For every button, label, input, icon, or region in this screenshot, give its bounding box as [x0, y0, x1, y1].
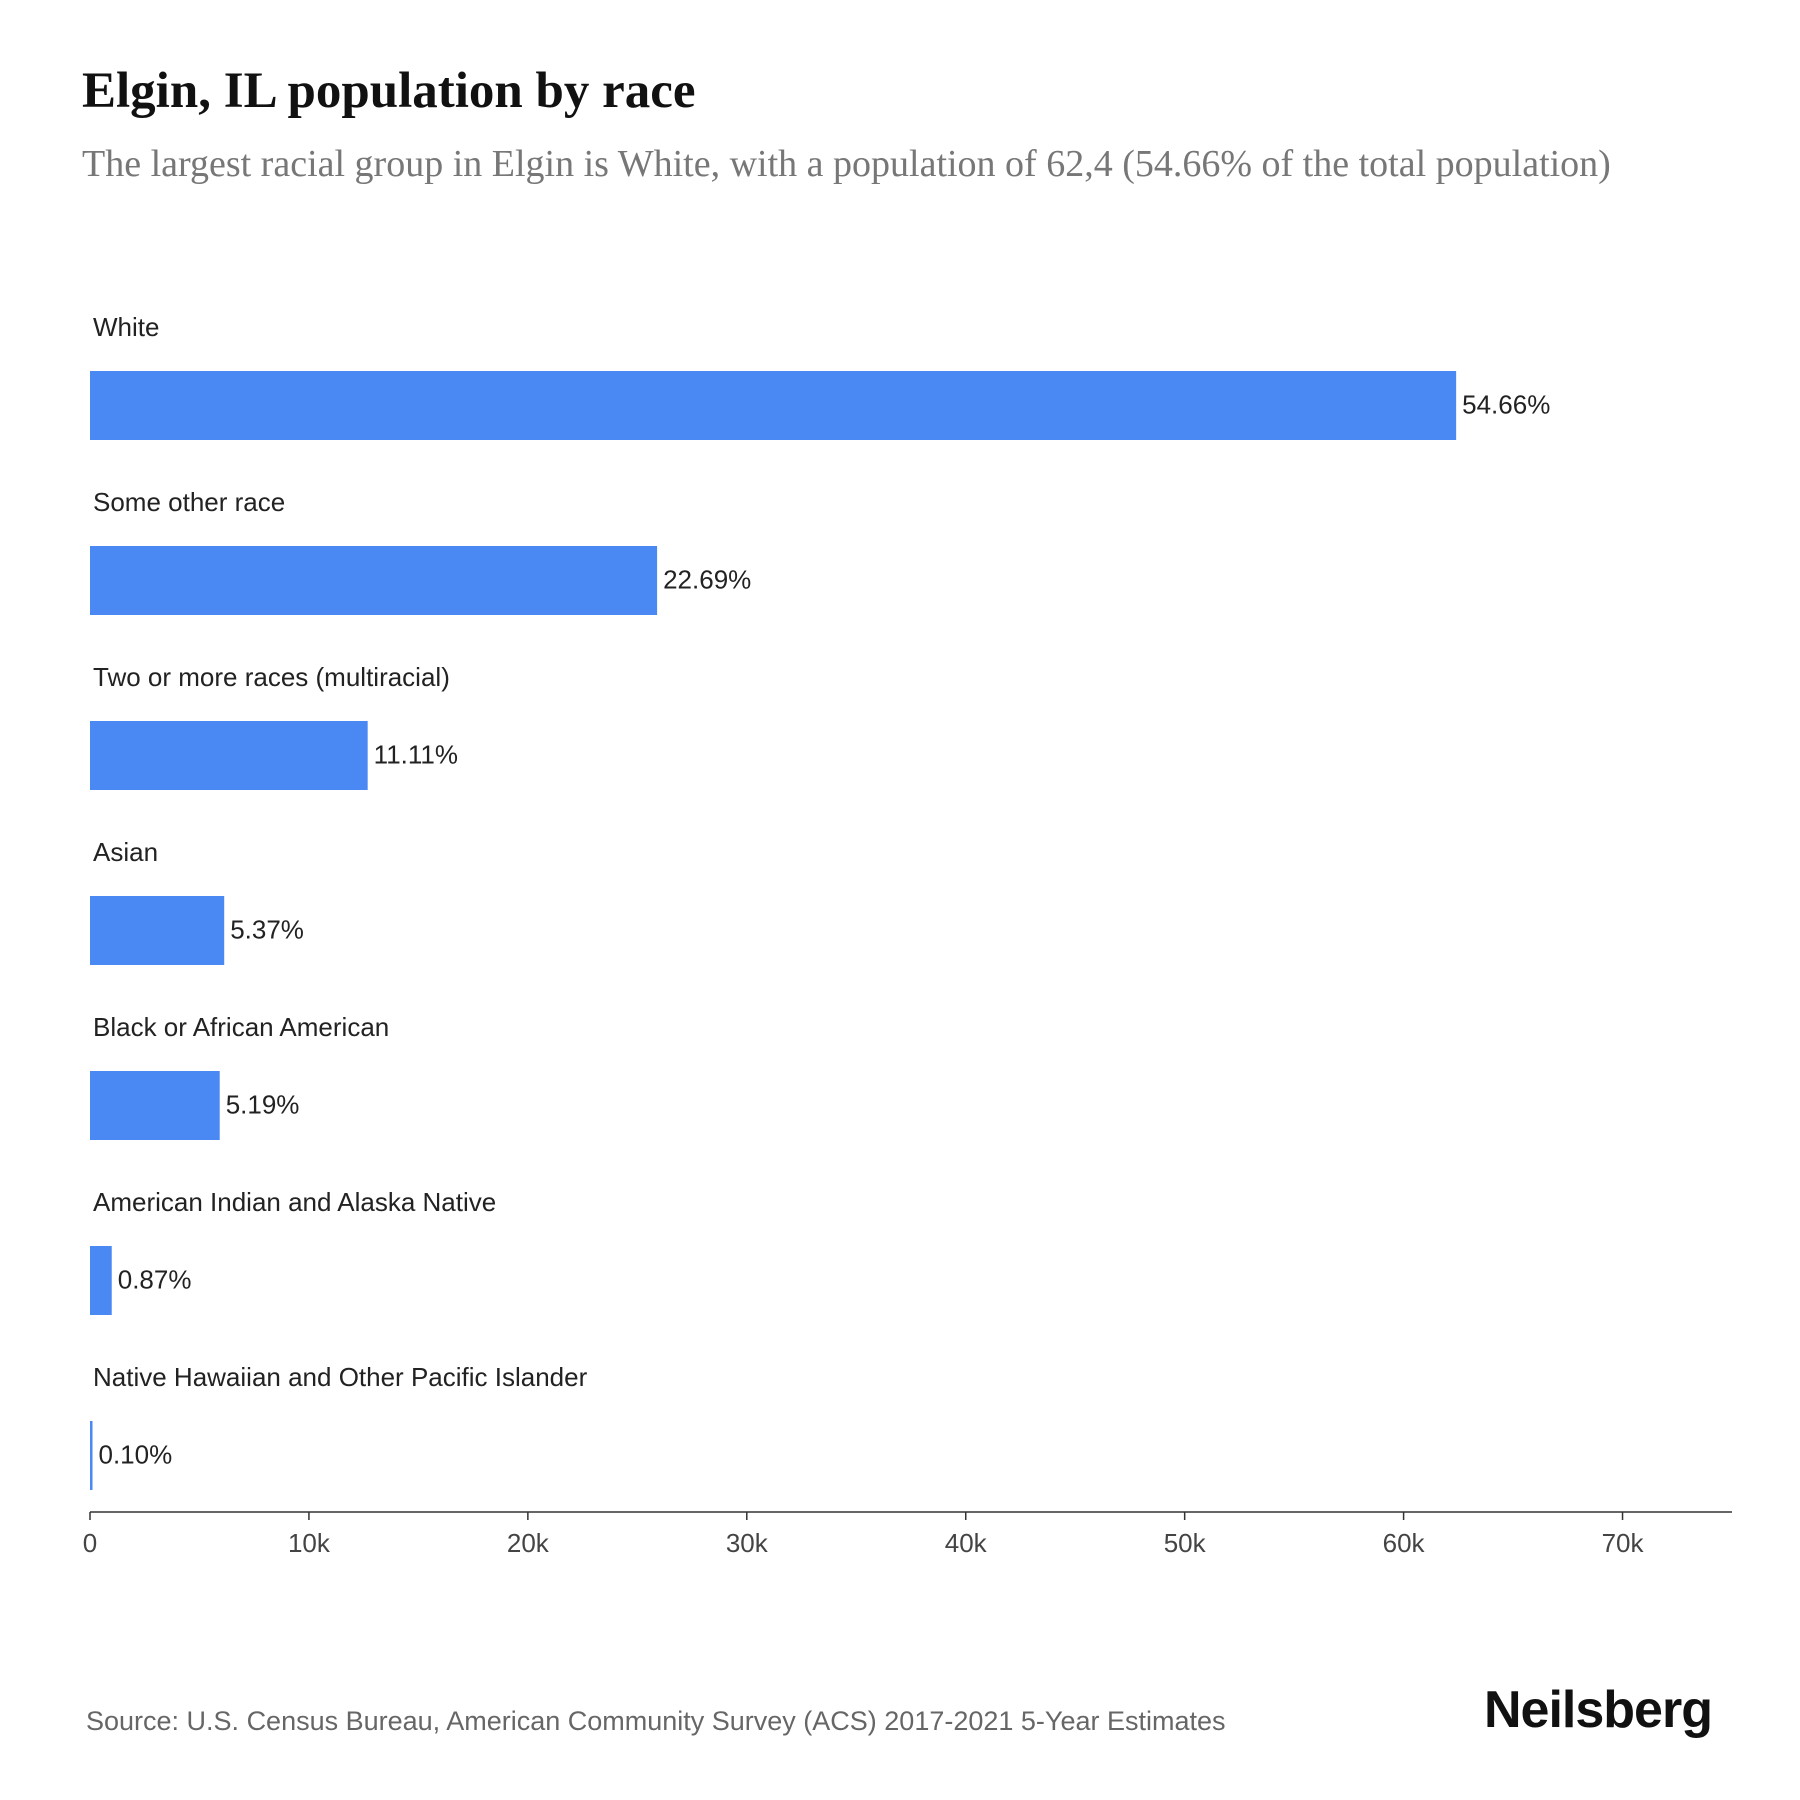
x-tick-label: 30k [726, 1528, 769, 1558]
brand-logo: Neilsberg [1484, 1681, 1713, 1739]
x-tick-label: 20k [507, 1528, 550, 1558]
bar [90, 721, 368, 790]
chart-subtitle: The largest racial group in Elgin is Whi… [82, 143, 1611, 185]
chart-title: Elgin, IL population by race [82, 63, 696, 119]
bar [90, 1246, 112, 1315]
category-label: Black or African American [93, 1012, 389, 1042]
category-label: Some other race [93, 487, 285, 517]
x-tick-label: 50k [1164, 1528, 1207, 1558]
value-label: 0.87% [118, 1264, 192, 1294]
value-label: 54.66% [1462, 389, 1550, 419]
x-tick-label: 70k [1602, 1528, 1645, 1558]
x-tick-label: 10k [288, 1528, 331, 1558]
value-label: 0.10% [98, 1439, 172, 1469]
category-label: White [93, 312, 159, 342]
source-note: Source: U.S. Census Bureau, American Com… [86, 1706, 1226, 1736]
bar [90, 546, 658, 615]
category-label: Native Hawaiian and Other Pacific Island… [93, 1362, 588, 1392]
value-label: 5.19% [226, 1089, 300, 1119]
value-label: 5.37% [230, 914, 304, 944]
category-label: American Indian and Alaska Native [93, 1187, 496, 1217]
bar [90, 896, 225, 965]
x-tick-label: 0 [83, 1528, 97, 1558]
chart: 0 10k 20k 30k 40k 50k 60k 70k White 54.66% Some ot… [83, 312, 1732, 1558]
category-label: Asian [93, 837, 158, 867]
bar [90, 1421, 93, 1490]
x-tick-label: 60k [1383, 1528, 1426, 1558]
category-label: Two or more races (multiracial) [93, 662, 450, 692]
x-tick-label: 40k [945, 1528, 988, 1558]
bar [90, 371, 1457, 440]
value-label: 22.69% [663, 564, 751, 594]
bar [90, 1071, 220, 1140]
value-label: 11.11% [374, 739, 458, 769]
